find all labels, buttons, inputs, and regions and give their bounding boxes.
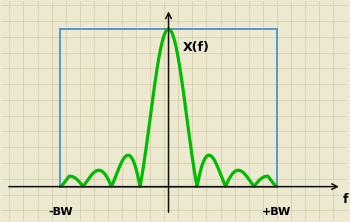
- Text: +BW: +BW: [262, 207, 292, 217]
- Text: X(f): X(f): [183, 42, 210, 54]
- Text: f: f: [343, 193, 348, 206]
- Text: -BW: -BW: [48, 207, 72, 217]
- Bar: [60, 29, 277, 187]
